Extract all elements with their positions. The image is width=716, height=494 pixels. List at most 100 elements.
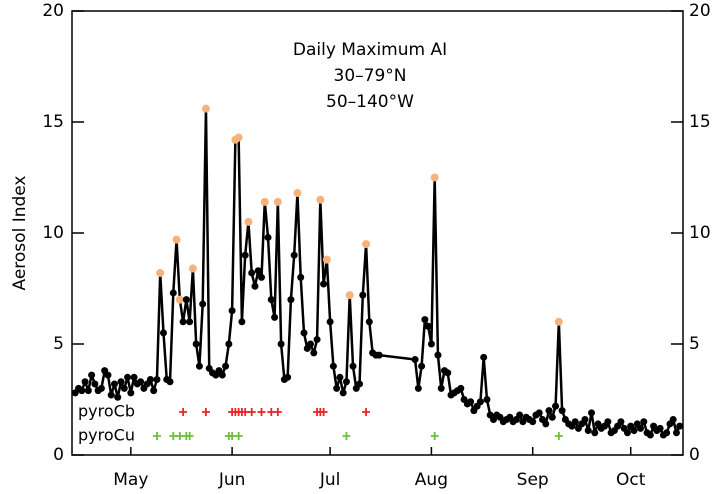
data-point xyxy=(120,384,128,392)
data-point xyxy=(669,415,677,423)
data-point xyxy=(483,396,491,403)
data-point xyxy=(646,431,654,439)
peak-point xyxy=(322,255,331,264)
data-point xyxy=(166,378,174,386)
data-point xyxy=(359,291,367,299)
y-tick-label: 20 xyxy=(42,1,64,21)
peak-point xyxy=(156,268,165,277)
data-point xyxy=(117,378,125,386)
data-point xyxy=(146,376,154,384)
data-point xyxy=(159,329,167,337)
data-point xyxy=(228,307,236,315)
x-tick-label: Oct xyxy=(616,470,646,490)
data-point xyxy=(637,424,645,432)
data-point xyxy=(329,362,337,370)
data-point xyxy=(107,391,115,399)
data-point xyxy=(535,409,543,417)
chart-title: Daily Maximum AI xyxy=(293,40,447,60)
data-point xyxy=(313,336,321,344)
data-point xyxy=(251,282,259,290)
data-point xyxy=(476,398,484,406)
event-marker xyxy=(430,432,439,440)
peak-point xyxy=(175,295,184,304)
data-point xyxy=(169,289,177,297)
peak-point xyxy=(554,317,563,326)
data-point xyxy=(552,402,560,410)
data-point xyxy=(110,380,118,388)
data-point xyxy=(411,356,419,364)
data-point xyxy=(248,269,256,277)
data-point xyxy=(78,387,86,395)
peak-point xyxy=(273,197,282,206)
data-point xyxy=(277,340,285,348)
event-marker xyxy=(319,408,328,416)
data-point xyxy=(186,318,194,326)
data-point xyxy=(623,429,631,437)
data-point xyxy=(199,300,207,308)
data-point xyxy=(84,387,92,395)
y2-tick-label: 15 xyxy=(689,112,711,132)
y-tick-label: 0 xyxy=(53,445,64,465)
data-point xyxy=(444,369,452,377)
peak-point xyxy=(293,189,302,198)
data-point xyxy=(571,418,579,426)
data-point xyxy=(529,418,537,426)
data-point xyxy=(342,378,350,386)
annotation: 30–79°N xyxy=(334,66,407,86)
data-point xyxy=(137,378,145,386)
data-point xyxy=(81,378,89,386)
event-marker xyxy=(234,432,243,440)
data-point xyxy=(424,322,432,330)
data-point xyxy=(427,340,435,348)
y-tick-label: 5 xyxy=(53,334,64,354)
event-marker xyxy=(342,432,351,440)
data-point xyxy=(414,384,422,392)
data-point xyxy=(617,418,625,426)
peak-point xyxy=(172,235,181,244)
peak-point xyxy=(201,104,210,113)
data-point xyxy=(480,353,488,361)
data-point xyxy=(356,380,364,388)
event-label: pyroCu xyxy=(78,426,135,445)
peak-point xyxy=(316,195,325,204)
data-point xyxy=(284,373,292,381)
event-marker xyxy=(247,408,256,416)
peak-point xyxy=(345,291,354,300)
data-point xyxy=(434,351,442,359)
y2-tick-label: 20 xyxy=(689,1,711,21)
data-point xyxy=(349,362,357,370)
data-point xyxy=(271,313,279,321)
event-marker xyxy=(185,432,194,440)
x-tick-label: Sep xyxy=(517,470,549,490)
event-marker xyxy=(179,408,188,416)
data-point xyxy=(179,318,187,326)
y2-tick-label: 5 xyxy=(689,334,700,354)
y-tick-label: 15 xyxy=(42,112,64,132)
data-point xyxy=(437,384,445,392)
data-point xyxy=(104,371,112,379)
data-point xyxy=(91,380,99,388)
data-point xyxy=(421,316,429,324)
data-point xyxy=(630,427,638,435)
y2-tick-label: 10 xyxy=(689,223,711,243)
y2-tick-label: 0 xyxy=(689,445,700,465)
data-point xyxy=(88,371,96,379)
data-point xyxy=(336,373,344,381)
x-tick-label: Jul xyxy=(319,470,341,490)
data-point xyxy=(241,251,249,259)
data-point xyxy=(300,329,308,337)
event-marker xyxy=(257,408,266,416)
data-point xyxy=(287,296,295,304)
y-tick-label: 10 xyxy=(42,223,64,243)
event-label: pyroCb xyxy=(78,402,135,421)
data-point xyxy=(333,384,341,392)
annotation: 50–140°W xyxy=(326,92,414,112)
data-point xyxy=(97,384,105,392)
data-point xyxy=(467,398,475,406)
event-marker xyxy=(554,432,563,440)
data-point xyxy=(238,318,246,326)
data-point xyxy=(581,415,589,423)
data-point xyxy=(130,373,138,381)
event-marker xyxy=(152,432,161,440)
data-point xyxy=(290,251,298,259)
